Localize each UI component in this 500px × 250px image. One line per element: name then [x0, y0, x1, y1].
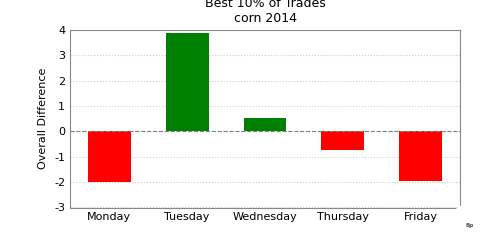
Bar	[400, 132, 442, 181]
Bar	[244, 118, 286, 132]
Circle shape	[450, 204, 490, 246]
Title: Best 10% of Trades
corn 2014: Best 10% of Trades corn 2014	[204, 0, 326, 25]
Bar	[88, 132, 130, 182]
Bar	[322, 132, 364, 150]
Y-axis label: Overall Difference: Overall Difference	[38, 68, 48, 170]
Text: Bp: Bp	[466, 222, 474, 228]
Bar	[166, 33, 208, 132]
